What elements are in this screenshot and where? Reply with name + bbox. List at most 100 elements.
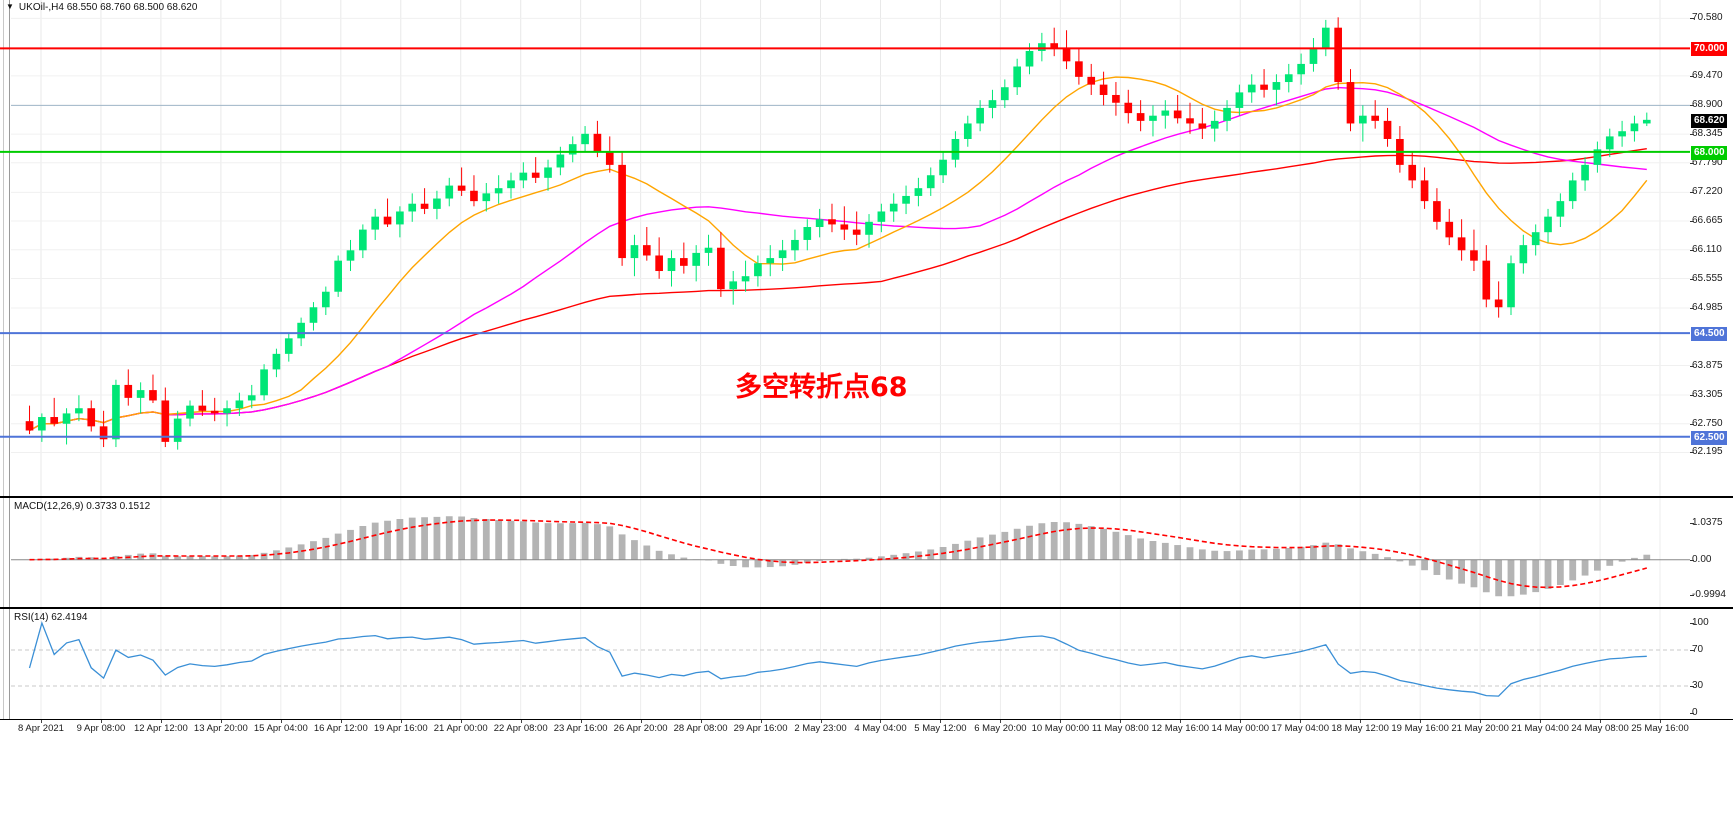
price-level-label[interactable]: 68.000	[1691, 145, 1727, 160]
rsi-title: RSI(14) 62.4194	[14, 612, 88, 623]
price-tick-mark	[1690, 75, 1694, 77]
price-tick-mark	[1690, 249, 1694, 251]
time-axis-label: 25 May 16:00	[1631, 723, 1689, 734]
rsi-tick-label: 30	[1692, 680, 1704, 691]
time-axis-label: 19 May 16:00	[1391, 723, 1449, 734]
rsi-pane-gutter	[0, 609, 10, 719]
time-axis-label: 28 Apr 08:00	[673, 723, 728, 734]
time-axis-label: 14 May 00:00	[1211, 723, 1270, 734]
price-level-label[interactable]: 64.500	[1691, 327, 1727, 342]
time-axis-tick	[1300, 720, 1302, 723]
time-axis-label: 18 May 12:00	[1331, 723, 1389, 734]
price-tick-mark	[1690, 452, 1694, 454]
price-level-label[interactable]: 62.500	[1691, 430, 1727, 445]
macd-tick-label: 0.00	[1692, 553, 1712, 565]
price-tick-label: 68.345	[1692, 128, 1723, 140]
price-tick-label: 69.470	[1692, 69, 1723, 81]
macd-tick-mark	[1690, 595, 1694, 597]
price-tick-label: 62.750	[1692, 417, 1723, 429]
rsi-tick-mark	[1690, 623, 1694, 624]
macd-tick-label: -0.9994	[1692, 589, 1726, 601]
symbol-ohlc-label: UKOil-,H4 68.550 68.760 68.500 68.620	[18, 1, 198, 13]
time-axis-label: 29 Apr 16:00	[733, 723, 788, 734]
time-axis-tick	[160, 720, 162, 723]
time-axis-label: 4 May 04:00	[854, 723, 907, 734]
price-tick-mark	[1690, 308, 1694, 310]
time-axis-tick	[760, 720, 762, 723]
time-axis-label: 21 May 04:00	[1511, 723, 1569, 734]
time-axis-tick	[1540, 720, 1542, 723]
time-axis-label: 12 Apr 12:00	[133, 723, 188, 734]
time-axis-label: 15 Apr 04:00	[253, 723, 308, 734]
time-axis-label: 19 Apr 16:00	[373, 723, 428, 734]
time-axis-tick	[340, 720, 342, 723]
rsi-tick-label: 70	[1692, 644, 1704, 655]
time-axis-tick	[1000, 720, 1002, 723]
time-axis-label: 23 Apr 16:00	[553, 723, 608, 734]
price-tick-label: 62.195	[1692, 446, 1723, 458]
time-axis-tick	[520, 720, 522, 723]
price-tick-label: 67.220	[1692, 186, 1723, 198]
price-tick-label: 66.665	[1692, 215, 1723, 227]
time-axis-label: 16 Apr 12:00	[313, 723, 368, 734]
price-tick-mark	[1690, 221, 1694, 223]
price-tick-mark	[1690, 18, 1694, 20]
macd-tick-mark	[1690, 559, 1694, 561]
price-tick-label: 70.580	[1692, 12, 1723, 24]
price-plot-area[interactable]	[0, 0, 1733, 496]
time-axis-label: 9 Apr 08:00	[76, 723, 126, 734]
rsi-plot-area[interactable]	[0, 609, 1733, 719]
time-axis-tick	[1480, 720, 1482, 723]
time-axis-tick	[1120, 720, 1122, 723]
time-axis-tick	[1420, 720, 1422, 723]
time-axis-label: 21 Apr 00:00	[433, 723, 488, 734]
price-tick-label: 63.875	[1692, 359, 1723, 371]
symbol-header: ▼ UKOil-,H4 68.550 68.760 68.500 68.620	[0, 0, 606, 14]
price-tick-mark	[1690, 423, 1694, 425]
price-tick-mark	[1690, 105, 1694, 107]
rsi-tick-mark	[1690, 713, 1694, 714]
rsi-tick-label: 100	[1692, 617, 1709, 628]
price-tick-mark	[1690, 192, 1694, 194]
rsi-pane[interactable]: RSI(14) 62.4194 100 70 30 0	[0, 608, 1733, 720]
time-axis-label: 21 May 20:00	[1451, 723, 1509, 734]
price-pane-gutter	[0, 0, 10, 496]
price-tick-mark	[1690, 278, 1694, 280]
time-axis[interactable]: 8 Apr 2021 9 Apr 08:00 12 Apr 12:00 13 Apr …	[0, 720, 1733, 740]
time-axis-label: 13 Apr 20:00	[193, 723, 248, 734]
price-tick-mark	[1690, 134, 1694, 136]
macd-title: MACD(12,26,9) 0.3733 0.1512	[14, 501, 151, 512]
time-axis-tick	[1600, 720, 1602, 723]
time-axis-tick	[460, 720, 462, 723]
time-axis-tick	[1660, 720, 1662, 723]
time-axis-tick	[940, 720, 942, 723]
price-tick-label: 63.305	[1692, 389, 1723, 401]
time-axis-label: 17 May 04:00	[1271, 723, 1330, 734]
price-level-label[interactable]: 70.000	[1691, 42, 1727, 57]
price-tick-label: 65.555	[1692, 272, 1723, 284]
time-axis-tick	[580, 720, 582, 723]
price-tick-label: 68.900	[1692, 99, 1723, 111]
time-axis-tick	[100, 720, 102, 723]
macd-pane[interactable]: MACD(12,26,9) 0.3733 0.1512 1.0375 0.00 -0…	[0, 497, 1733, 608]
time-axis-label: 5 May 12:00	[914, 723, 967, 734]
price-pane[interactable]: 70.580 69.470 68.900 68.345 67.790 67.220 66.6…	[0, 0, 1733, 497]
price-tick-label: 64.985	[1692, 302, 1723, 314]
time-axis-tick	[40, 720, 42, 723]
macd-tick-mark	[1690, 522, 1694, 524]
current-price-label[interactable]: 68.620	[1691, 113, 1727, 128]
time-axis-tick	[700, 720, 702, 723]
time-axis-tick	[1060, 720, 1062, 723]
chart-annotation-text: 多空转折点68	[735, 372, 908, 403]
macd-plot-area[interactable]	[0, 498, 1733, 607]
time-axis-label: 8 Apr 2021	[17, 723, 64, 734]
chevron-down-icon[interactable]: ▼	[6, 2, 14, 11]
time-axis-tick	[820, 720, 822, 723]
price-tick-mark	[1690, 395, 1694, 397]
time-axis-label: 22 Apr 08:00	[493, 723, 548, 734]
time-axis-tick	[640, 720, 642, 723]
time-axis-tick	[1240, 720, 1242, 723]
price-tick-mark	[1690, 162, 1694, 164]
rsi-tick-label: 0	[1692, 707, 1698, 718]
